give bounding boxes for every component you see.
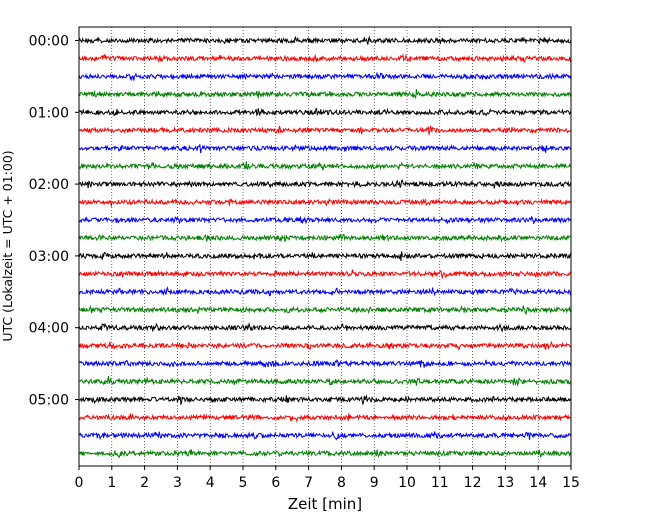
trace-line: [78, 430, 572, 441]
trace-line: [78, 376, 572, 387]
x-tick-label: 4: [206, 475, 215, 491]
y-axis-label: UTC (Lokalzeit = UTC + 01:00): [0, 150, 15, 341]
trace-line: [78, 286, 572, 297]
y-tick-label: 05:00: [29, 393, 69, 409]
x-tick-label: 14: [529, 475, 547, 491]
x-tick-label: 11: [431, 475, 449, 491]
vertical-grid: [111, 27, 539, 466]
trace-line: [78, 143, 572, 154]
trace-line: [78, 215, 572, 225]
trace-line: [78, 125, 572, 135]
trace-line: [78, 89, 572, 100]
x-tick-label: 1: [107, 475, 116, 491]
y-tick-label: 04:00: [29, 321, 69, 337]
x-tick-label: 10: [398, 475, 416, 491]
trace-line: [78, 35, 572, 45]
plot-frame: [78, 26, 572, 467]
x-tick-label: 0: [75, 475, 84, 491]
trace-line: [78, 269, 572, 280]
trace-line: [78, 53, 572, 63]
trace-line: [78, 233, 572, 243]
trace-line: [78, 197, 572, 207]
trace-line: [78, 107, 572, 117]
trace-line: [78, 179, 572, 189]
x-tick-label: 5: [239, 475, 248, 491]
x-tick-label: 12: [464, 475, 482, 491]
y-tick-label: 03:00: [29, 249, 69, 265]
trace-line: [78, 394, 572, 406]
x-tick-label: 9: [370, 475, 379, 491]
trace-line: [78, 340, 572, 351]
trace-line: [78, 449, 572, 459]
trace-line: [78, 161, 572, 171]
trace-line: [78, 358, 572, 368]
y-tick-label: 02:00: [29, 177, 69, 193]
trace-group: [78, 35, 572, 459]
trace-line: [78, 413, 572, 423]
trace-line: [78, 251, 572, 262]
x-tick-label: 15: [562, 475, 580, 491]
trace-line: [78, 304, 572, 315]
x-tick-label: 7: [304, 475, 313, 491]
x-tick-label: 2: [140, 475, 149, 491]
x-tick-label: 13: [496, 475, 514, 491]
x-tick-label: 3: [173, 475, 182, 491]
x-tick-label: 8: [337, 475, 346, 491]
x-tick-label: 6: [271, 475, 280, 491]
y-tick-label: 01:00: [29, 105, 69, 121]
trace-line: [78, 322, 572, 333]
trace-line: [78, 71, 572, 82]
axes: 0 1 2 3 4 5 6 7 8 9 10 11 12 13 14 1500:0001:0002:0003:…: [29, 34, 580, 492]
y-tick-label: 00:00: [29, 34, 69, 50]
x-axis-label: Zeit [min]: [288, 495, 362, 513]
